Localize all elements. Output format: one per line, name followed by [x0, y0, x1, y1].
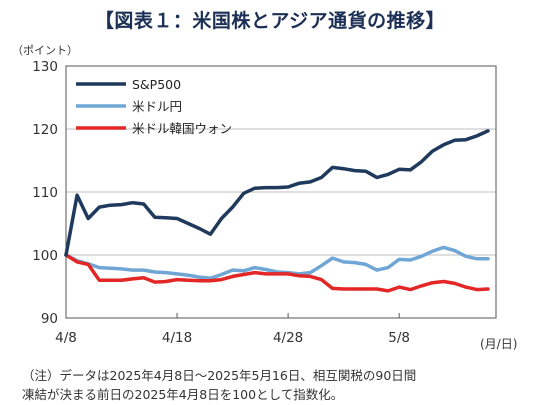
legend-label-sp500: S&P500 — [132, 77, 181, 92]
chart-title: 【図表１：米国株とアジア通貨の推移】 — [94, 10, 446, 32]
y-tick-label: 100 — [32, 248, 58, 264]
x-tick-label: 4/8 — [55, 330, 77, 346]
x-tick-label: 4/18 — [162, 330, 192, 346]
y-tick-label: 120 — [32, 122, 58, 138]
plot-frame — [65, 65, 497, 319]
x-axis-unit: (月/日) — [480, 337, 518, 351]
series-usdjpy-line — [64, 245, 490, 281]
legend-label-usdjpy: 米ドル円 — [132, 99, 182, 114]
note-line-1: （注）データは2025年4月8日～2025年5月16日、相互関税の90日間 — [22, 368, 417, 383]
legend-label-usdkrw: 米ドル韓国ウォン — [132, 121, 232, 136]
x-tick-label: 4/28 — [273, 330, 303, 346]
series-sp500-line — [64, 129, 490, 257]
y-tick-label: 130 — [32, 59, 58, 75]
note-line-2: 凍結が決まる前日の2025年4月8日を100として指数化。 — [22, 387, 344, 402]
chart-note: （注）データは2025年4月8日～2025年5月16日、相互関税の90日間 凍結… — [22, 366, 416, 404]
y-axis-unit: （ポイント） — [12, 44, 78, 57]
y-tick-label: 110 — [32, 185, 58, 201]
x-tick-label: 5/8 — [388, 330, 410, 346]
y-tick-label: 90 — [41, 311, 58, 327]
series-usdkrw-line — [64, 253, 490, 293]
